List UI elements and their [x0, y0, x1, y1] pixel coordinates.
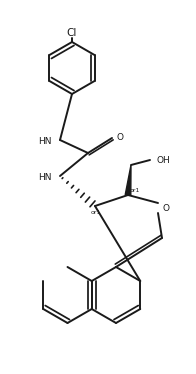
Text: or1: or1 [91, 209, 101, 215]
Text: O: O [163, 203, 170, 212]
Text: or1: or1 [130, 187, 140, 193]
Polygon shape [125, 165, 131, 195]
Text: Cl: Cl [67, 28, 77, 38]
Text: OH: OH [157, 156, 171, 165]
Text: O: O [117, 132, 124, 141]
Text: HN: HN [38, 137, 52, 145]
Text: HN: HN [38, 172, 52, 181]
